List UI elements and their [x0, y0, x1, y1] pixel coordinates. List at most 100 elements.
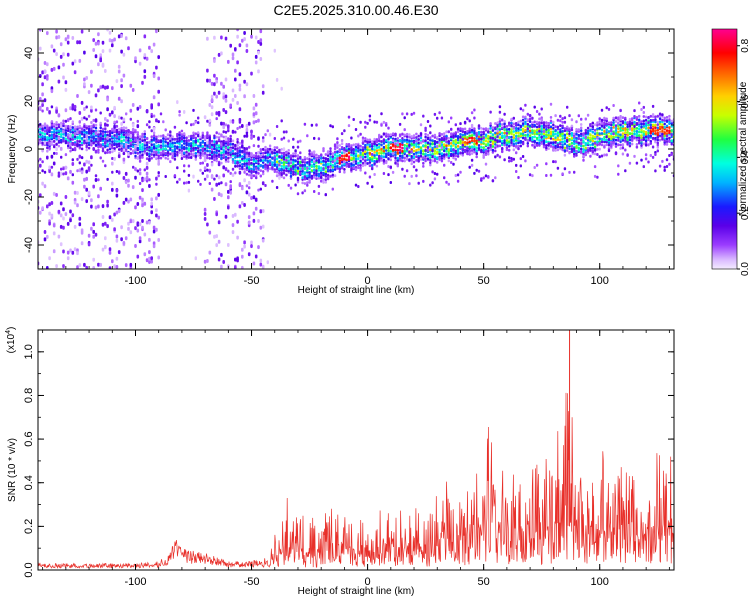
heatmap-cell	[614, 129, 618, 132]
heatmap-cell	[593, 132, 597, 136]
heatmap-cell	[357, 166, 360, 170]
heatmap-cell	[118, 171, 121, 175]
heatmap-cell	[143, 34, 147, 39]
heatmap-cell	[364, 150, 367, 154]
heatmap-cell	[303, 163, 307, 167]
heatmap-cell	[619, 136, 622, 139]
heatmap-cell	[306, 181, 309, 185]
heatmap-cell	[213, 140, 216, 144]
heatmap-cell	[254, 197, 258, 202]
heatmap-cell	[429, 156, 432, 159]
heatmap-cell	[494, 149, 497, 153]
heatmap-cell	[234, 159, 237, 163]
heatmap-cell	[408, 143, 411, 147]
heatmap-cell	[398, 142, 402, 146]
heatmap-cell	[259, 174, 262, 178]
heatmap-cell	[59, 124, 63, 129]
heatmap-cell	[570, 132, 574, 135]
heatmap-cell	[238, 117, 242, 122]
heatmap-cell	[190, 134, 193, 138]
heatmap-cell	[459, 133, 462, 136]
heatmap-cell	[125, 138, 128, 142]
heatmap-cell	[238, 125, 242, 129]
heatmap-cell	[122, 200, 126, 205]
heatmap-cell	[245, 43, 249, 48]
heatmap-cell	[238, 87, 242, 92]
heatmap-cell	[317, 176, 321, 180]
heatmap-cell	[201, 136, 204, 139]
heatmap-cell	[644, 124, 648, 127]
heatmap-cell	[561, 130, 564, 133]
heatmap-cell	[148, 155, 151, 158]
heatmap-cell	[477, 169, 481, 173]
heatmap-cell	[475, 152, 478, 156]
heatmap-cell	[538, 129, 541, 133]
heatmap-cell	[649, 114, 652, 118]
heatmap-cell	[487, 146, 490, 150]
heatmap-cell	[656, 145, 659, 149]
heatmap-cell	[489, 148, 492, 152]
heatmap-cell	[171, 145, 174, 149]
heatmap-cell	[461, 127, 464, 131]
heatmap-cell	[366, 138, 369, 142]
heatmap-cell	[257, 159, 260, 162]
heatmap-cell	[668, 162, 671, 166]
heatmap-cell	[654, 140, 657, 144]
heatmap-cell	[97, 204, 100, 209]
heatmap-cell	[275, 125, 279, 128]
heatmap-cell	[301, 158, 304, 162]
heatmap-cell	[289, 174, 293, 178]
heatmap-cell	[122, 126, 126, 129]
heatmap-cell	[401, 139, 404, 142]
heatmap-cell	[561, 132, 564, 135]
heatmap-cell	[141, 143, 144, 146]
heatmap-cell	[145, 147, 149, 151]
heatmap-cell	[201, 145, 204, 148]
heatmap-cell	[238, 164, 242, 168]
heatmap-cell	[215, 143, 218, 147]
heatmap-cell	[656, 126, 659, 130]
heatmap-cell	[368, 148, 372, 152]
heatmap-cell	[208, 145, 211, 149]
heatmap-cell	[136, 228, 140, 233]
heatmap-cell	[459, 141, 462, 145]
heatmap-cell	[148, 237, 151, 242]
heatmap-cell	[343, 170, 346, 174]
heatmap-cell	[113, 136, 116, 140]
heatmap-cell	[642, 136, 645, 139]
heatmap-cell	[143, 74, 147, 79]
heatmap-cell	[642, 122, 645, 126]
heatmap-cell	[296, 154, 300, 158]
heatmap-cell	[591, 134, 594, 138]
heatmap-cell	[197, 116, 200, 120]
heatmap-cell	[43, 126, 47, 130]
heatmap-cell	[43, 129, 47, 133]
heatmap-cell	[326, 150, 330, 154]
heatmap-cell	[206, 156, 209, 160]
heatmap-cell	[287, 167, 290, 171]
heatmap-cell	[176, 153, 179, 156]
heatmap-cell	[651, 118, 655, 122]
heatmap-cell	[563, 142, 567, 146]
heatmap-cell	[217, 147, 221, 151]
heatmap-cell	[556, 138, 560, 141]
heatmap-cell	[52, 48, 56, 53]
heatmap-cell	[317, 169, 321, 172]
heatmap-cell	[354, 154, 358, 158]
heatmap-cell	[136, 222, 140, 227]
heatmap-cell	[190, 149, 193, 153]
heatmap-cell	[619, 140, 622, 143]
heatmap-cell	[238, 107, 242, 112]
heatmap-cell	[136, 106, 140, 111]
heatmap-cell	[203, 158, 207, 163]
heatmap-cell	[83, 107, 86, 111]
heatmap-cell	[66, 40, 70, 45]
heatmap-cell	[183, 169, 186, 173]
heatmap-cell	[115, 79, 119, 84]
heatmap-cell	[333, 174, 337, 178]
heatmap-cell	[92, 135, 95, 138]
heatmap-cell	[247, 192, 251, 197]
heatmap-cell	[433, 140, 437, 143]
heatmap-cell	[568, 132, 571, 136]
heatmap-cell	[364, 171, 367, 175]
